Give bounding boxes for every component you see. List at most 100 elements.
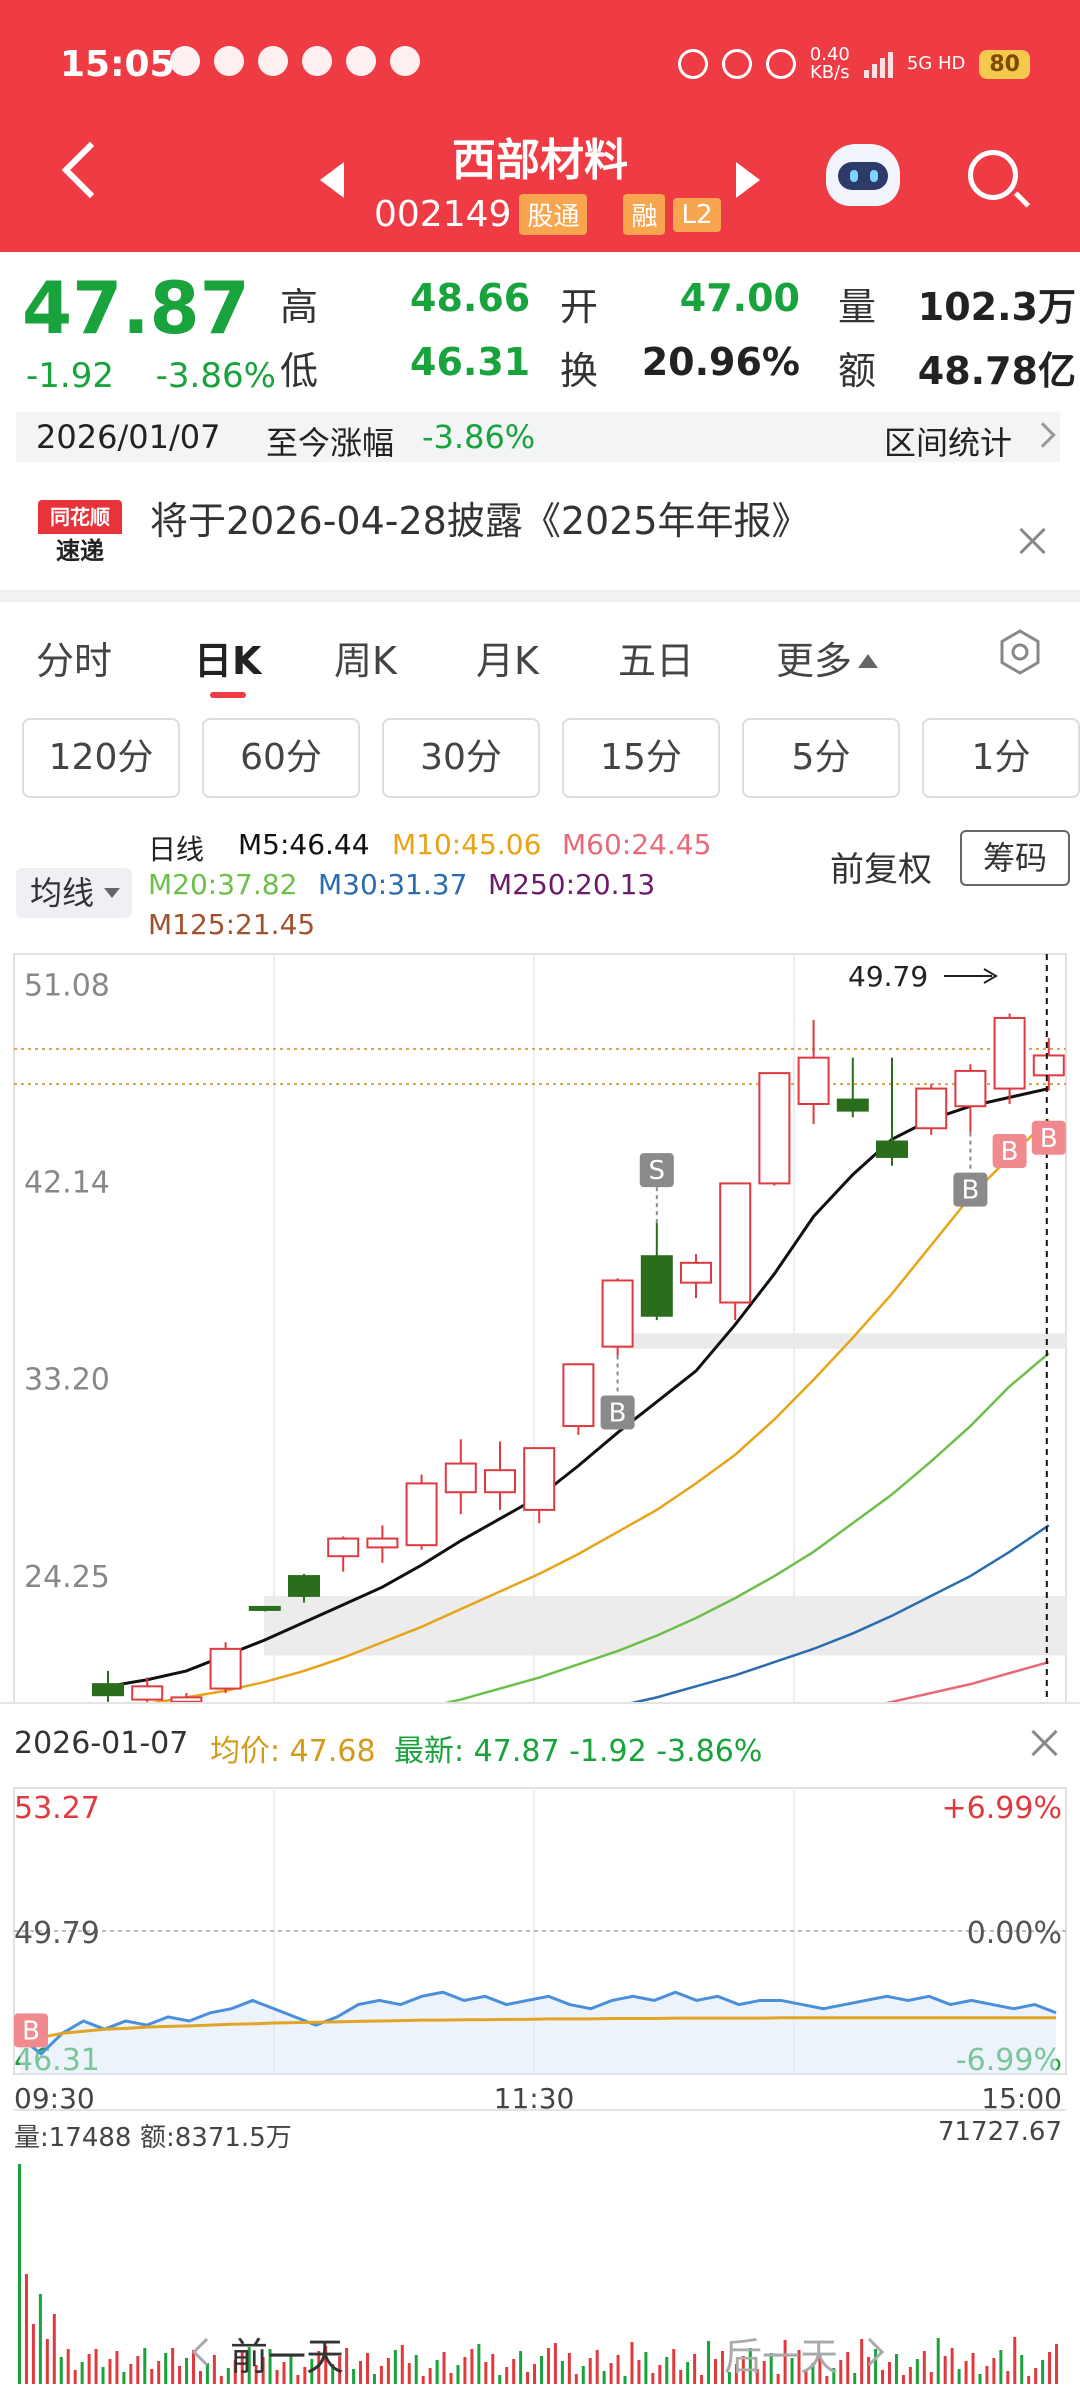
candle-body (836, 1098, 869, 1112)
candle-body (758, 1072, 791, 1185)
volume-bar (700, 2375, 704, 2384)
next-stock-icon[interactable] (736, 162, 760, 198)
volume-bar (456, 2365, 460, 2384)
close-icon[interactable] (1030, 1728, 1060, 1758)
stock-code: 002149 (374, 194, 512, 235)
volume-bar (379, 2366, 383, 2384)
ma30-value: M30:31.37 (318, 868, 468, 901)
search-icon[interactable] (968, 150, 1018, 200)
volume-bar (915, 2359, 919, 2384)
adjust-mode[interactable]: 前复权 (830, 850, 932, 890)
stock-name: 西部材料 (452, 135, 628, 186)
assistant-robot-icon[interactable] (826, 144, 900, 206)
previous-day-button[interactable]: 前一天 (230, 2335, 345, 2379)
range-bar[interactable]: 2026/01/07 至今涨幅 -3.86% 区间统计 (16, 412, 1060, 462)
tab-more[interactable]: 更多 (776, 630, 879, 685)
tab-monthly-k[interactable]: 月K (476, 639, 539, 683)
volume-bar (867, 2357, 871, 2384)
volume-bar (602, 2371, 606, 2384)
volume-bar (185, 2358, 189, 2384)
volume-bar (178, 2366, 182, 2384)
tab-more-label: 更多 (776, 639, 853, 683)
volume-bar (143, 2348, 147, 2384)
volume-bar (658, 2365, 662, 2384)
period-120min-button[interactable]: 120分 (22, 718, 180, 798)
volume-bar (769, 2353, 773, 2384)
candle-body (915, 1087, 948, 1130)
caret-down-icon (104, 888, 120, 898)
volume-bar (630, 2342, 634, 2384)
period-15min-button[interactable]: 15分 (562, 718, 720, 798)
volume-bar (762, 2361, 766, 2384)
volume-bar (999, 2350, 1003, 2384)
volume-bar (115, 2351, 119, 2384)
chip-distribution-button[interactable]: 筹码 (960, 830, 1070, 886)
volume-bar (296, 2375, 300, 2384)
ma-selector[interactable]: 均线 (16, 868, 132, 918)
volume-bar (171, 2348, 175, 2384)
logo-bottom-text: 速递 (56, 537, 104, 565)
volume-bar (282, 2362, 286, 2384)
volume-bar (644, 2352, 648, 2384)
volume-bar (811, 2363, 815, 2384)
volume-bar (588, 2358, 592, 2384)
volume-bar (80, 2362, 84, 2384)
previous-stock-icon[interactable] (320, 162, 344, 198)
volume-bar (567, 2353, 571, 2384)
period-60min-button[interactable]: 60分 (202, 718, 360, 798)
candle-body (562, 1363, 595, 1428)
volume-bar (651, 2373, 655, 2384)
next-day-button[interactable]: 后一天 (724, 2335, 839, 2379)
trade-marker-label: B (1001, 1137, 1019, 1167)
candle-body (366, 1537, 399, 1549)
volume-bar (512, 2359, 516, 2384)
ma-line-m20 (435, 1352, 1050, 1704)
open-label: 开 (560, 285, 599, 329)
range-stats-link[interactable]: 区间统计 (884, 424, 1013, 462)
volume-bar (978, 2374, 982, 2384)
intraday-header: 2026-01-07 均价: 47.68 最新: 47.87 -1.92 -3.… (0, 1704, 1080, 1784)
volume-bar (435, 2360, 439, 2384)
day-navigation: 前一天 后一天 (0, 2316, 1080, 2386)
period-30min-button[interactable]: 30分 (382, 718, 540, 798)
amount-value: 48.78亿 (917, 349, 1076, 393)
volume-bar (908, 2367, 912, 2384)
max-price-annotation: 49.79 (848, 960, 928, 993)
candle-body (523, 1447, 556, 1511)
volume-bar (421, 2376, 425, 2384)
period-5min-button[interactable]: 5分 (742, 718, 900, 798)
volume-bar (219, 2376, 223, 2384)
volume-bar (352, 2369, 356, 2384)
ma250-value: M250:20.13 (488, 868, 656, 901)
chevron-left-icon (191, 2337, 221, 2367)
volume-bar (540, 2356, 543, 2384)
candle-body (327, 1537, 360, 1558)
volume-bar (874, 2349, 878, 2384)
volume-bar (720, 2351, 724, 2384)
volume-bar (52, 2314, 56, 2384)
candle-body (170, 1696, 203, 1703)
chevron-right-icon (855, 2337, 885, 2367)
trade-marker-badge (639, 1153, 674, 1188)
tab-intraday[interactable]: 分时 (36, 639, 113, 683)
tab-daily-k[interactable]: 日K (194, 639, 262, 683)
volume-bar (108, 2359, 112, 2384)
close-icon[interactable] (1018, 526, 1048, 556)
candle-body (405, 1482, 438, 1547)
volume-bar (477, 2344, 481, 2384)
news-notice[interactable]: 同花顺 速递 将于2026-04-28披露《2025年年报》 (0, 474, 1080, 584)
notification-app-icon (170, 46, 200, 76)
intraday-chart[interactable]: 53.2749.7946.31+6.99%0.00%-6.99%09:3011:… (0, 1784, 1080, 2394)
tab-five-day[interactable]: 五日 (618, 639, 695, 683)
flash-news-logo: 同花顺 速递 (38, 500, 122, 568)
signal-icon (863, 50, 893, 78)
settings-hexagon-icon[interactable] (996, 628, 1044, 676)
intraday-latest: 最新: 47.87 -1.92 -3.86% (394, 1734, 763, 1769)
period-1min-button[interactable]: 1分 (922, 718, 1080, 798)
tab-weekly-k[interactable]: 周K (334, 639, 397, 683)
volume-bar (31, 2324, 35, 2384)
trade-marker-badge (1031, 1120, 1066, 1155)
kline-chart[interactable]: 51.08 42.14 33.20 24.25 49.79 B S B B B (0, 944, 1080, 1704)
volume-bar (985, 2366, 989, 2384)
volume-bar (853, 2373, 857, 2384)
